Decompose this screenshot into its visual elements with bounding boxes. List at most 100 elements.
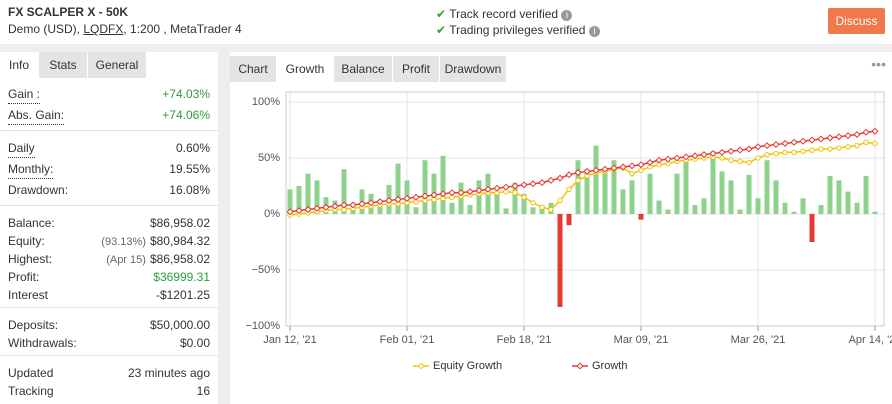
y-tick-label: 0% [264,208,280,220]
stat-row: Equity: (93.13%) $80,984.32 [8,232,210,250]
tab[interactable]: Info [0,52,39,78]
tab[interactable]: Stats [39,52,88,78]
marker [844,132,852,140]
marker [529,180,537,188]
verified-item: ✔ Track record verified i [436,6,600,22]
stat-value: $0.00 [180,334,210,352]
stat-label: Equity: [8,234,45,248]
marker [286,208,294,216]
verified-text: Track record verified [449,7,559,21]
stat-value: 19.55% [169,160,210,178]
legend-label: Growth [592,360,627,372]
marker [737,158,743,165]
bar [296,186,302,214]
marker [322,203,330,211]
verified-item: ✔ Trading privileges verified i [436,22,600,38]
marker [448,189,456,197]
marker [782,149,788,156]
marker [493,184,501,192]
marker [412,193,420,201]
y-tick-label: 100% [252,96,280,108]
stat-value: +74.03% [162,85,210,103]
broker-link[interactable]: LQDFX [83,22,124,36]
plot-frame [285,91,885,327]
stat-value-text: $80,984.32 [149,234,210,248]
header: FX SCALPER X - 50K Demo (USD), LQDFX, 1:… [0,0,892,44]
tab[interactable]: Drawdown [440,56,507,82]
stat-label: Daily [8,139,35,158]
bar [656,200,662,214]
marker [664,155,672,163]
bar [521,193,527,214]
stat-value-text: -$1201.25 [155,288,210,302]
marker [755,155,761,161]
marker [773,150,779,157]
marker [475,186,483,194]
bar [620,189,626,214]
stat-label: Abs. Gain: [8,106,65,125]
marker [826,134,834,142]
marker [313,204,321,212]
stat-value-text: +74.06% [162,108,210,122]
x-tick-label: Apr 14, '21 [849,334,892,346]
marker [799,137,807,145]
marker [583,167,591,175]
marker [727,147,735,155]
bar [602,169,608,214]
stat-row: Daily 0.60% [8,139,210,158]
stat-row: Tracking 16 [8,382,210,400]
marker [295,207,303,215]
stat-label: Tracking [8,384,54,398]
marker [673,154,681,162]
bar [440,155,446,214]
stat-row: Profit: $36999.31 [8,268,210,286]
marker [790,138,798,146]
marker [655,156,663,164]
x-tick-label: Feb 01, '21 [380,334,435,346]
marker [521,194,527,200]
marker [385,197,393,205]
bar [638,214,644,220]
marker [853,130,861,138]
marker [539,204,545,210]
bar [827,175,833,214]
more-menu[interactable]: ••• [871,56,886,72]
marker [520,181,528,189]
bar [584,169,590,214]
bar [809,214,815,242]
marker [835,133,843,141]
y-tick-label: −100% [245,320,280,332]
separator [0,130,218,131]
stat-value: (Apr 15) $86,958.02 [106,250,210,269]
bar [773,180,779,214]
stat-label: Monthly: [8,160,54,179]
bar [836,180,842,214]
bar [566,214,572,226]
separator [0,205,218,206]
tab[interactable]: Growth [277,56,334,82]
bar [674,173,680,214]
marker [556,174,564,182]
marker [817,135,825,143]
marker [854,142,860,149]
bar [800,198,806,214]
bar [494,191,500,214]
marker [836,145,842,151]
bar [791,211,797,214]
marker [736,146,744,154]
separator [0,355,218,356]
discuss-button[interactable]: Discuss [828,8,885,34]
bar [575,160,581,214]
legend-marker [418,363,424,369]
tab[interactable]: Profit [393,56,440,82]
tab[interactable]: Balance [334,56,393,82]
bar [476,180,482,214]
tab[interactable]: General [88,52,147,78]
bar [422,160,428,214]
stat-value: (93.13%) $80,984.32 [101,232,210,251]
tab[interactable]: Chart [230,56,277,82]
marker [331,202,339,210]
y-tick-label: 50% [258,152,280,164]
